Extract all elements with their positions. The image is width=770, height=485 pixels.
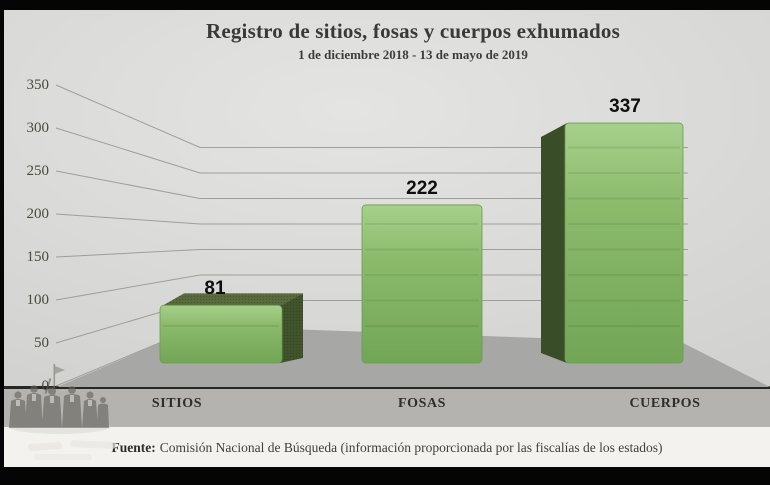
- gridline-50: [55, 300, 688, 344]
- gridline-300: [55, 127, 688, 174]
- y-axis: 350 300 250 200 150 100 50 0: [4, 10, 64, 467]
- chart-header: Registro de sitios, fosas y cuerpos exhu…: [56, 19, 770, 63]
- gridline-100: [55, 274, 688, 301]
- category-label-fosas: FOSAS: [397, 396, 447, 411]
- gridline-250: [55, 170, 688, 199]
- y-tick-label-200: 200: [26, 206, 50, 222]
- bar-top-face: [163, 293, 303, 306]
- slide-background: Registro de sitios, fosas y cuerpos exhu…: [4, 10, 770, 467]
- source-text: Comisión Nacional de Búsqueda (informaci…: [159, 440, 663, 455]
- bar-cuerpos: [541, 122, 684, 364]
- gridlines: [55, 84, 688, 387]
- chart-subtitle: 1 de diciembre 2018 - 13 de mayo de 2019: [298, 47, 528, 62]
- source-label: Fuente:: [111, 440, 156, 455]
- y-tick-label-150: 150: [26, 249, 50, 265]
- value-label-cuerpos: 337: [609, 96, 641, 118]
- bar-fosas: [361, 204, 483, 364]
- y-tick-label-250: 250: [26, 163, 50, 179]
- gridline-0: [55, 325, 201, 387]
- category-label-sitios: SITIOS: [151, 396, 203, 411]
- floor-plane: [57, 326, 770, 387]
- category-axis-band: SITIOS FOSAS CUERPOS: [4, 386, 770, 427]
- bar-sitios: [159, 293, 303, 364]
- source-line: Fuente: Comisión Nacional de Búsqueda (in…: [4, 440, 770, 456]
- value-label-sitios: 81: [204, 278, 226, 300]
- bar-side-face: [541, 123, 567, 363]
- bars: [159, 122, 684, 364]
- value-label-fosas: 222: [406, 177, 438, 199]
- gridline-150: [55, 249, 688, 258]
- bar-side-face: [280, 293, 303, 363]
- gridline-350: [55, 84, 688, 148]
- bar-front-face: [361, 204, 483, 364]
- y-tick-label-50: 50: [34, 335, 49, 351]
- y-tick-label-100: 100: [26, 292, 50, 308]
- faint-watermark-marks: [28, 440, 116, 460]
- bar-front-face: [564, 122, 684, 364]
- source-strip: Fuente: Comisión Nacional de Búsqueda (in…: [4, 427, 770, 467]
- bar-front-face: [159, 304, 283, 364]
- y-tick-label-300: 300: [26, 120, 50, 136]
- y-tick-label-350: 350: [26, 77, 50, 93]
- gridline-200: [55, 213, 688, 225]
- y-tick-label-0: 0: [41, 378, 50, 394]
- category-label-cuerpos: CUERPOS: [629, 396, 701, 411]
- chart-title: Registro de sitios, fosas y cuerpos exhu…: [205, 19, 621, 43]
